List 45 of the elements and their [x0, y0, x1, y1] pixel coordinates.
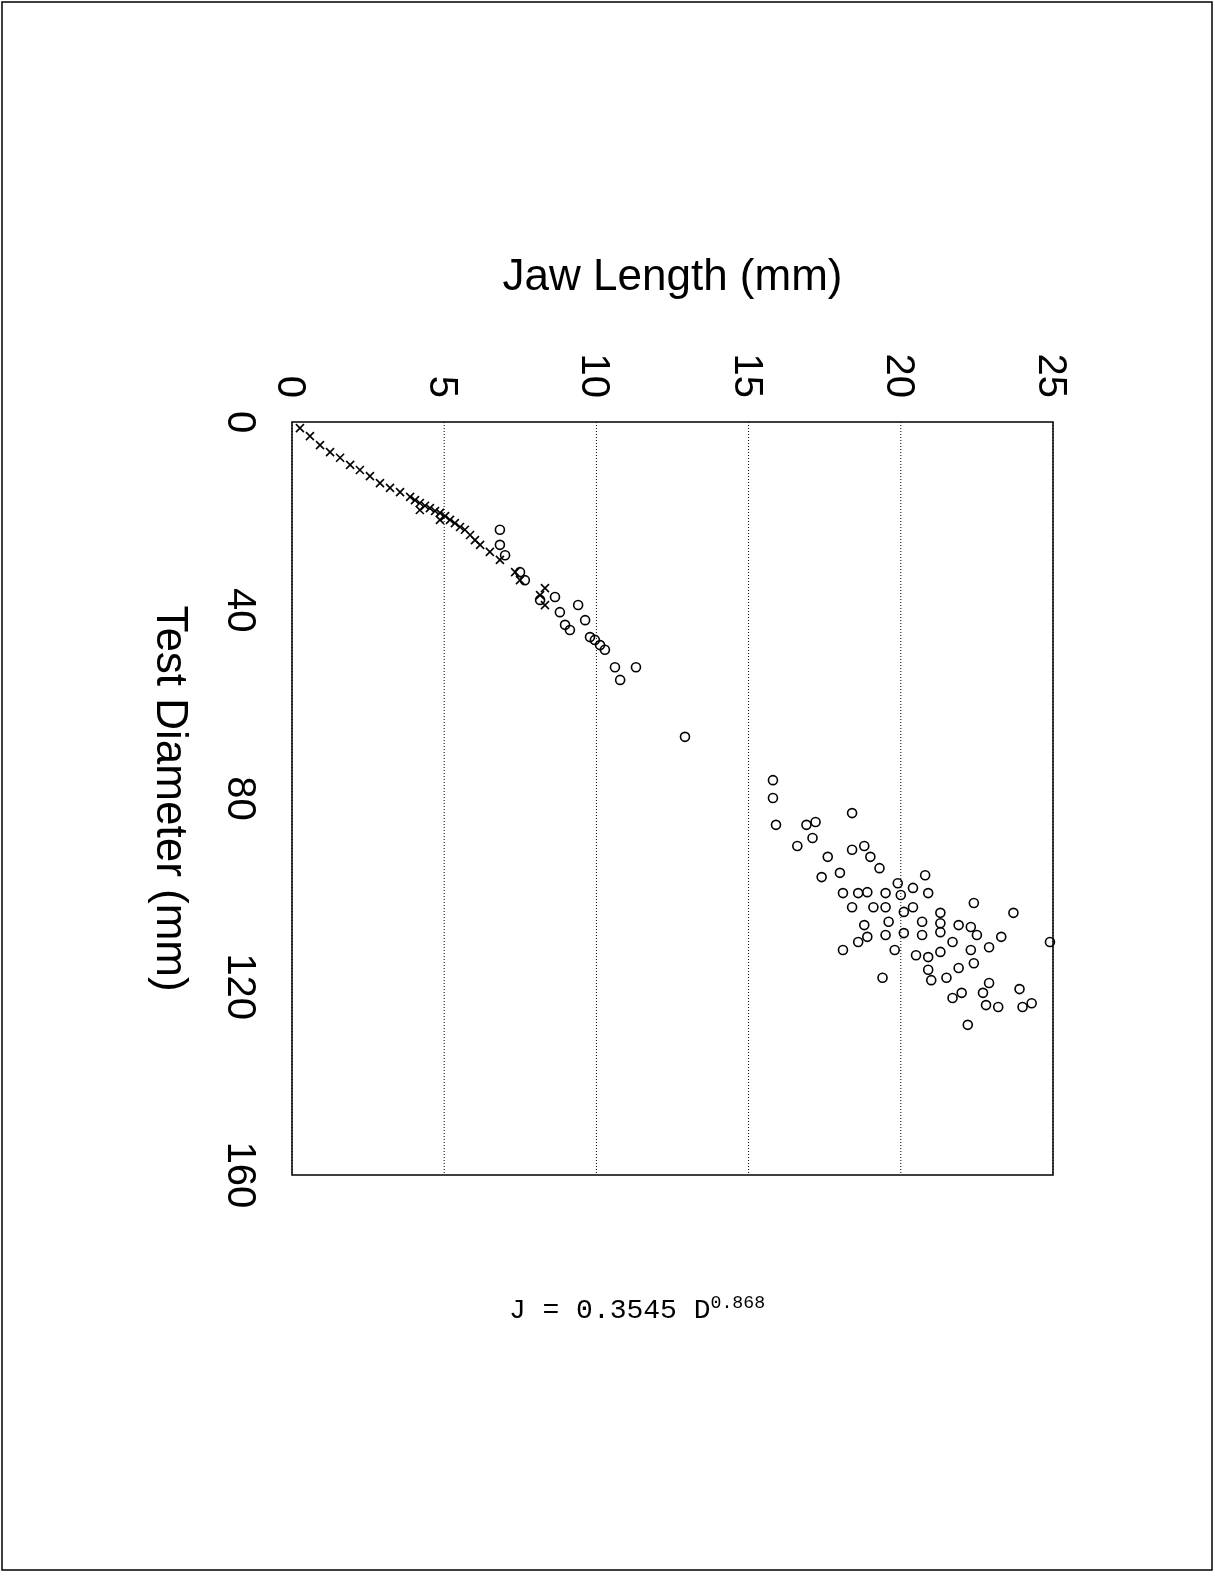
y-tick-label: 80: [220, 776, 264, 821]
y-tick-label: 120: [220, 953, 264, 1021]
point: [510, 567, 520, 577]
x-tick-label: 5: [422, 375, 467, 398]
point: [345, 460, 355, 470]
point: [385, 483, 395, 493]
point: [430, 506, 440, 516]
point: [410, 495, 420, 505]
point: [540, 583, 550, 593]
point: [450, 518, 460, 528]
point: [440, 511, 450, 521]
y-tick-label: 40: [220, 588, 264, 633]
x-tick-label: 0: [270, 375, 314, 398]
point: [375, 478, 385, 488]
point: [485, 547, 495, 557]
y-axis-title: Test Diameter (mm): [148, 605, 197, 992]
point: [315, 440, 325, 450]
x-tick-label: 25: [1031, 353, 1075, 398]
y-tick-label: 0: [220, 410, 264, 434]
text: J = 0.3545 D$^{0.868}$: [508, 1293, 766, 1326]
point: [540, 600, 550, 610]
point: [495, 555, 505, 565]
point: [395, 487, 405, 497]
point: [475, 540, 485, 550]
x-tick-label: 20: [878, 353, 923, 398]
point: [535, 590, 545, 600]
x-tick-label: 10: [574, 353, 619, 398]
x-axis-title: Jaw Length (mm): [502, 250, 843, 299]
point: [405, 492, 415, 502]
point: [465, 530, 475, 540]
point: [295, 423, 305, 433]
point: [325, 447, 335, 457]
point: [420, 500, 430, 511]
point: [415, 498, 425, 508]
point: [365, 471, 375, 481]
x-tick-label: 15: [726, 353, 771, 398]
point: [355, 465, 365, 475]
y-tick-label: 160: [220, 1141, 264, 1209]
point: [335, 452, 345, 463]
point: [460, 524, 470, 535]
point: [455, 522, 465, 532]
point: [470, 535, 480, 545]
point: [435, 508, 445, 518]
point: [515, 575, 525, 585]
point: [305, 431, 315, 441]
